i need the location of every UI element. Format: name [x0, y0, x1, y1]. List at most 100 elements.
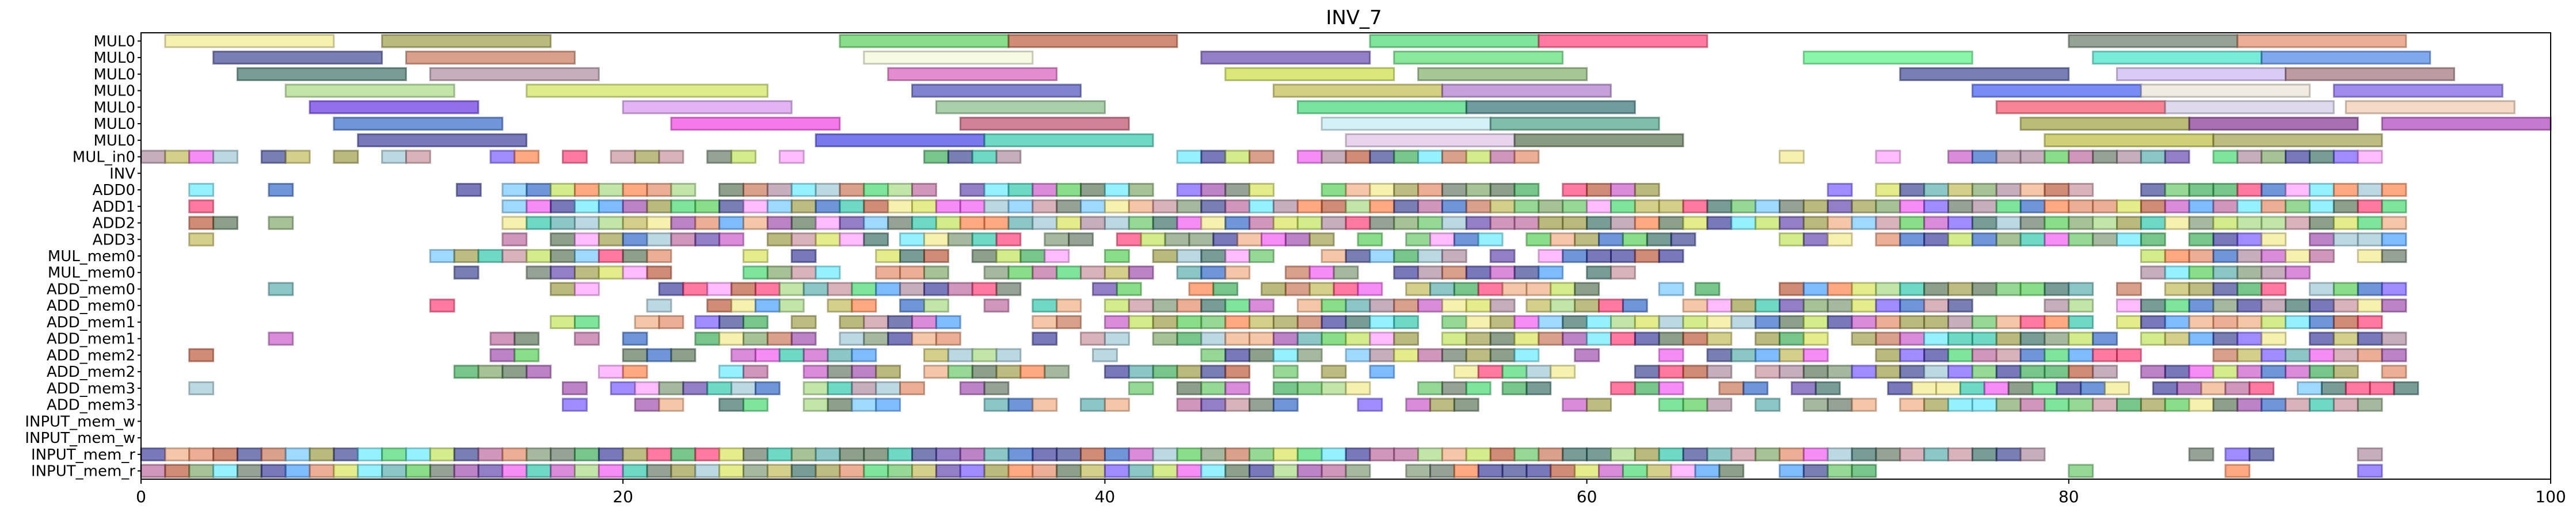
- task-bar: [1827, 365, 1853, 379]
- task-bar: [1634, 315, 1660, 330]
- task-bar: [1441, 447, 1467, 462]
- task-bar: [790, 199, 817, 213]
- task-bar: [670, 464, 697, 478]
- task-bar: [790, 265, 817, 280]
- task-bar: [1441, 381, 1467, 396]
- task-bar: [2333, 150, 2359, 164]
- task-bar: [2164, 248, 2190, 263]
- task-bar: [1236, 232, 1263, 247]
- task-bar: [164, 447, 191, 462]
- task-bar: [598, 265, 624, 280]
- task-bar: [1525, 232, 1552, 247]
- task-bar: [2092, 232, 2118, 247]
- task-bar: [1995, 216, 2022, 230]
- task-bar: [1513, 331, 1540, 346]
- task-bar: [550, 216, 576, 230]
- task-bar: [1441, 199, 1467, 213]
- task-bar: [1779, 299, 1805, 313]
- task-bar: [2285, 365, 2311, 379]
- task-bar: [1477, 232, 1504, 247]
- task-bar: [790, 182, 817, 197]
- task-bar: [1755, 348, 1781, 362]
- task-bar: [947, 282, 973, 296]
- task-bar: [1224, 315, 1251, 330]
- task-bar: [574, 265, 600, 280]
- task-bar: [863, 464, 889, 478]
- task-bar: [1755, 397, 1781, 412]
- mul0-task-bar: [212, 51, 383, 65]
- task-bar: [2357, 447, 2383, 462]
- task-bar: [1453, 282, 1479, 296]
- task-bar: [887, 331, 914, 346]
- task-bar: [802, 397, 829, 412]
- task-bar: [1272, 331, 1299, 346]
- task-bar: [1369, 182, 1395, 197]
- task-bar: [1272, 199, 1299, 213]
- mul0-task-bar: [1200, 51, 1371, 65]
- task-bar: [1634, 248, 1660, 263]
- task-bar: [718, 315, 744, 330]
- x-tick-label: 40: [1095, 487, 1116, 506]
- task-bar: [1923, 315, 1950, 330]
- task-bar: [1875, 216, 1901, 230]
- y-tick-label: MUL0: [94, 132, 136, 150]
- task-bar: [622, 348, 648, 362]
- task-bar: [2092, 348, 2118, 362]
- mul0-task-bar: [2285, 67, 2455, 81]
- task-bar: [2044, 182, 2070, 197]
- task-bar: [1080, 265, 1106, 280]
- task-bar: [1851, 447, 1877, 462]
- task-bar: [2285, 150, 2311, 164]
- x-tick-label: 60: [1577, 487, 1597, 506]
- task-bar: [1296, 381, 1323, 396]
- task-bar: [646, 265, 672, 280]
- task-bar: [1453, 365, 1479, 379]
- task-bar: [1489, 315, 1516, 330]
- task-bar: [1814, 381, 1841, 396]
- task-bar: [2357, 182, 2383, 197]
- task-bar: [2357, 397, 2383, 412]
- task-bar: [1369, 348, 1395, 362]
- task-bar: [911, 216, 937, 230]
- task-bar: [1019, 248, 1046, 263]
- mul0-task-bar: [357, 133, 528, 147]
- task-bar: [1755, 299, 1781, 313]
- task-bar: [2236, 232, 2263, 247]
- task-bar: [778, 348, 805, 362]
- task-bar: [1730, 315, 1757, 330]
- task-bar: [2357, 216, 2383, 230]
- task-bar: [766, 447, 793, 462]
- task-bar: [2236, 199, 2263, 213]
- task-bar: [1562, 447, 1588, 462]
- task-bar: [2116, 397, 2142, 412]
- task-bar: [1345, 299, 1371, 313]
- task-bar: [1393, 447, 1420, 462]
- task-bar: [1971, 282, 1997, 296]
- task-bar: [815, 265, 841, 280]
- task-bar: [863, 447, 889, 462]
- y-tick-label: INPUT_mem_r: [31, 463, 135, 480]
- task-bar: [935, 199, 961, 213]
- task-bar: [790, 464, 817, 478]
- task-bar: [1417, 216, 1444, 230]
- task-bar: [1995, 199, 2022, 213]
- task-bar: [923, 282, 949, 296]
- task-bar: [2345, 381, 2371, 396]
- task-bar: [1706, 216, 1733, 230]
- task-bar: [1044, 248, 1070, 263]
- task-bar: [1128, 199, 1154, 213]
- task-bar: [706, 282, 733, 296]
- task-bar: [2333, 315, 2359, 330]
- task-bar: [1308, 282, 1335, 296]
- task-bar: [1321, 381, 1347, 396]
- task-bar: [887, 315, 914, 330]
- task-bar: [1779, 464, 1805, 478]
- task-bar: [1296, 315, 1323, 330]
- task-bar: [875, 397, 901, 412]
- task-bar: [1405, 282, 1432, 296]
- mul0-task-bar: [429, 67, 600, 81]
- task-bar: [1321, 365, 1347, 379]
- task-bar: [911, 447, 937, 462]
- task-bar: [766, 331, 793, 346]
- task-bar: [2261, 199, 2287, 213]
